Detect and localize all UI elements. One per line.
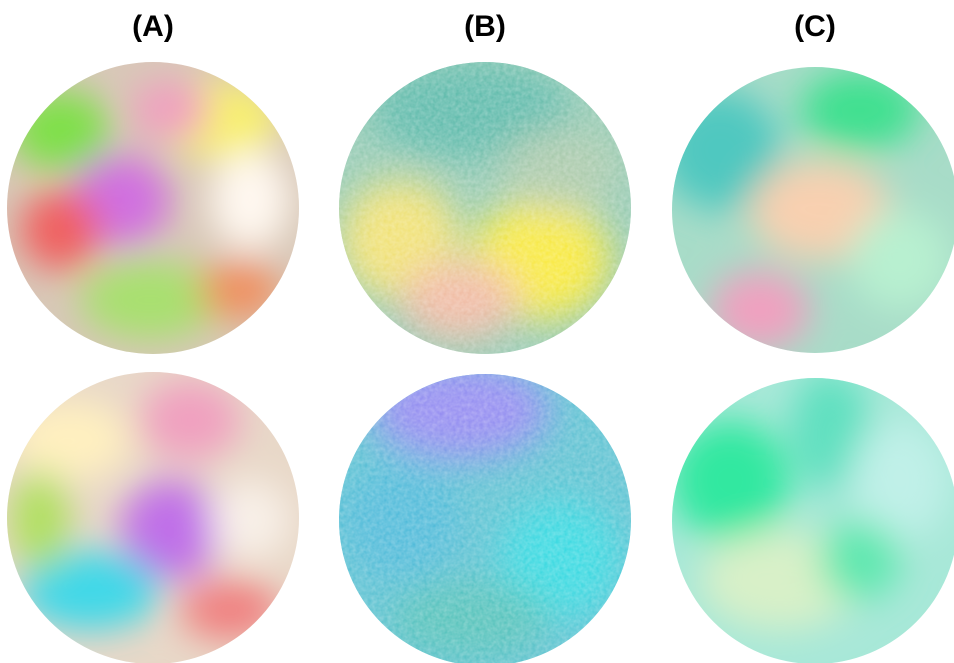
sample-image bbox=[330, 360, 640, 663]
sample-image bbox=[0, 370, 310, 663]
panel-label: (C) bbox=[794, 10, 836, 43]
panel-label: (B) bbox=[464, 10, 506, 43]
sample-image bbox=[0, 60, 310, 360]
figure: (A) (B) (C) bbox=[0, 0, 954, 663]
sample-image bbox=[660, 60, 954, 360]
sample-image bbox=[330, 60, 640, 360]
sample-image bbox=[660, 370, 954, 663]
panel-label: (A) bbox=[132, 10, 174, 43]
